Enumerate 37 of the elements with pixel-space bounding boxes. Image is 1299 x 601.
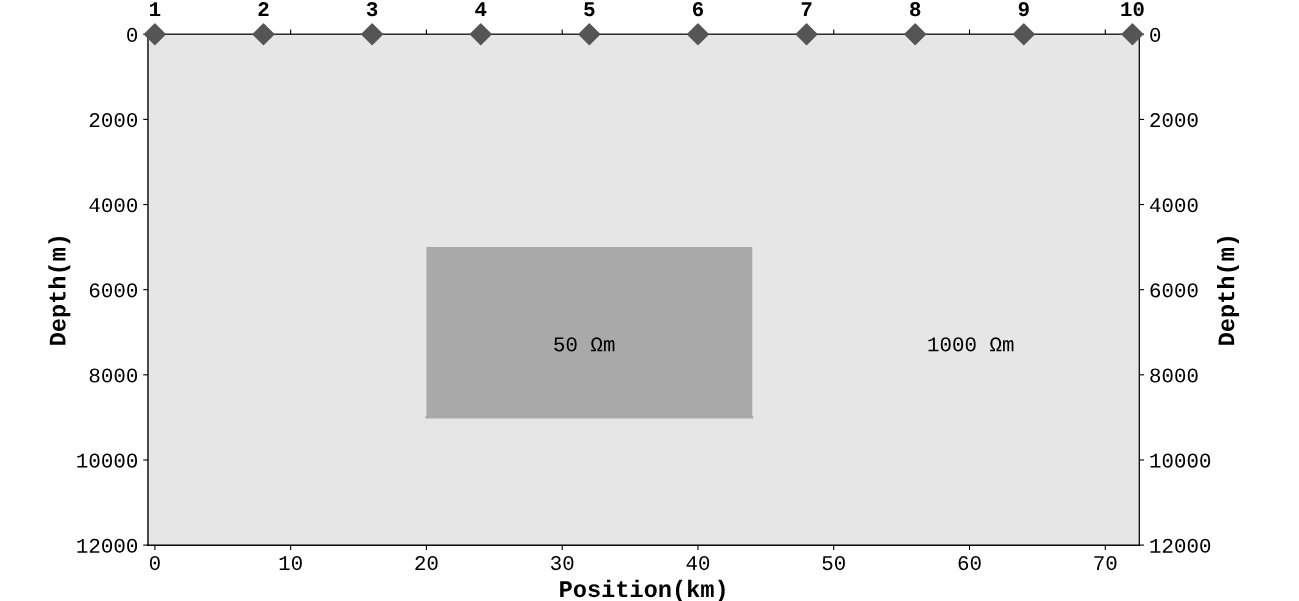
y-axis-title: Depth(m) [48, 236, 71, 345]
y-tick-label: 6000 [89, 283, 138, 298]
x-tick-label: 10 [279, 555, 302, 571]
y2-tick-label: 12000 [1150, 538, 1211, 553]
x-tick-label: 60 [958, 555, 981, 571]
y-tick-label: 8000 [89, 368, 138, 383]
y-tick-label: 12000 [77, 538, 138, 553]
y-tick-label: 0 [127, 27, 138, 43]
annotation: 6 [692, 2, 704, 17]
annotation: 3 [366, 2, 378, 17]
y2-axis-title: Depth(m) [1217, 236, 1240, 345]
y2-tick-label: 10000 [1150, 453, 1211, 468]
annotation: 4 [475, 2, 487, 17]
annotation: 7 [801, 2, 812, 17]
x-tick-label: 0 [149, 555, 160, 571]
annotation: 1000 Ωm [928, 337, 1014, 352]
y2-tick-label: 8000 [1150, 368, 1198, 383]
y-tick-label: 2000 [89, 113, 138, 128]
y2-tick-label: 6000 [1150, 283, 1198, 298]
y2-tick-label: 0 [1150, 27, 1161, 43]
annotation: 8 [910, 2, 921, 17]
annotation: 50 Ωm [554, 337, 615, 352]
x-tick-label: 40 [686, 555, 710, 571]
x-tick-label: 20 [415, 555, 438, 571]
annotation: 2 [258, 2, 269, 17]
annotation: 10 [1121, 2, 1144, 17]
x-axis-title: Position(km) [560, 579, 725, 601]
x-tick-label: 70 [1094, 555, 1117, 571]
y2-tick-label: 2000 [1150, 113, 1198, 128]
y2-tick-label: 4000 [1149, 198, 1198, 213]
annotation: 5 [584, 2, 595, 17]
x-tick-label: 30 [550, 555, 574, 571]
y-tick-label: 4000 [89, 198, 138, 213]
annotation: 9 [1018, 2, 1029, 17]
annotation: 1 [150, 2, 161, 17]
y-tick-label: 10000 [77, 453, 138, 468]
x-tick-label: 50 [822, 555, 845, 571]
